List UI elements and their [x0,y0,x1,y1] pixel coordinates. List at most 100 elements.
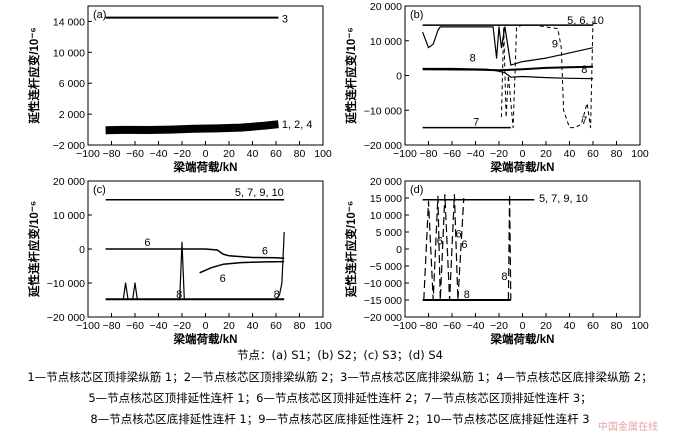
panel-2-xtick-label: −60 [443,148,461,160]
panel-4-ytick-label: 20 000 [370,176,402,188]
panel-3-annotation: 5, 7, 9, 10 [235,187,284,199]
panel-1-ylabel: 延性连杆应变/10⁻⁶ [27,27,41,124]
panel-2-ytick-label: 10 000 [370,36,402,48]
legend-line-2: 5—节点核芯区顶排延性连杆 1；6—节点核芯区顶排延性连杆 2；7—节点核芯区顶… [88,391,592,405]
legend-line-3: 8—节点核芯区底排延性连杆 1；9—节点核芯区底排延性连杆 2；10—节点核芯区… [90,412,590,426]
panel-3-xtick-label: 20 [223,320,235,332]
panel-4-xtick-label: −20 [490,320,508,332]
panel-4-xtick-label: 40 [564,320,576,332]
panel-1-annotation: 3 [282,13,288,25]
panel-1-label: (a) [93,9,106,21]
panel-2-xtick-label: 80 [611,148,623,160]
panel-3-xtick-label: 40 [247,320,259,332]
panel-2-ytick-label: −20 000 [364,140,402,152]
panel-1-xlabel: 梁端荷载/kN [173,160,238,174]
panel-2-annotation: 7 [581,115,587,127]
panel-2-series-7-dashed [500,19,594,129]
panel-1-xtick-label: 60 [270,148,282,160]
panel-3-ytick-label: 20 000 [53,176,85,188]
panel-1-ytick-label: 10 000 [53,47,85,59]
panel-4-ylabel: 延性连杆应变/10⁻⁶ [344,201,358,298]
legend-line-1: 1—节点核芯区顶排梁纵筋 1；2—节点核芯区顶排梁纵筋 2；3—节点核芯区底排梁… [27,370,653,384]
panel-2-ytick-label: −10 000 [364,105,402,117]
panel-4-ytick-label: 10 000 [370,210,402,222]
panel-4-xtick-label: 60 [587,320,599,332]
panel-2-xtick-label: 40 [564,148,576,160]
panel-3-series-8-spikes [105,231,285,300]
panel-4-ytick-label: −20 000 [364,312,402,324]
panel-3-xtick-label: 100 [314,320,332,332]
panel-4-xtick-label: −80 [420,320,438,332]
nodes-caption: 节点：(a) S1；(b) S2；(c) S3；(d) S4 [237,348,443,362]
panel-3-annotation: 6 [144,237,150,249]
panel-3-xtick-label: 60 [270,320,282,332]
panel-1-series-1-2-4 [105,120,279,135]
panel-2-annotation: 5, 6, 10 [567,15,604,27]
panel-2-xtick-label: 20 [540,148,552,160]
panel-1-ytick-label: 14 000 [53,16,85,28]
panel-3-ytick-label: −20 000 [47,312,85,324]
panel-1-xtick-label: −20 [173,148,191,160]
panel-4-xtick-label: −60 [443,320,461,332]
panel-3-ytick-label: −10 000 [47,278,85,290]
panel-3-series-6-lower [199,260,285,274]
panel-2-xtick-label: 60 [587,148,599,160]
panel-4-label: (d) [410,184,423,196]
panel-2-xtick-label: 0 [520,148,526,160]
panel-4-xtick-label: −100 [393,320,417,332]
panel-1-xtick-label: 20 [223,148,235,160]
panel-2-xtick-label: −100 [393,148,417,160]
panel-3-xtick-label: −20 [173,320,191,332]
panel-3-xtick-label: −80 [103,320,121,332]
panel-3-ytick-label: 0 [79,244,85,256]
panel-4-xtick-label: 20 [540,320,552,332]
panel-3-xtick-label: −40 [150,320,168,332]
panel-1-xtick-label: −80 [103,148,121,160]
watermark: 中国金属在线 [598,422,658,433]
panel-4-annotation: 8 [464,289,470,301]
panel-1-xtick-label: −60 [126,148,144,160]
panel-1-ytick-label: 6 000 [59,78,85,90]
panel-4-annotation: 6 [461,239,467,251]
panel-2-series-9 [422,26,594,66]
panel-4-series-8-dashed [507,194,512,301]
panel-2-ylabel: 延性连杆应变/10⁻⁶ [344,27,358,124]
panel-3-xtick-label: 80 [294,320,306,332]
panel-3-ylabel: 延性连杆应变/10⁻⁶ [27,201,41,298]
panel-1-ytick-label: −2 000 [53,140,86,152]
panel-4-ytick-label: 15 000 [370,193,402,205]
panel-1-ytick-label: 2 000 [59,109,85,121]
panel-1-xtick-label: 40 [247,148,259,160]
panel-3-xlabel: 梁端荷载/kN [173,332,238,345]
panel-4-ytick-label: −5 000 [370,261,403,273]
panel-2-xlabel: 梁端荷载/kN [490,160,555,174]
panel-3-ytick-label: 10 000 [53,210,85,222]
panel-1-annotation: 1, 2, 4 [282,119,313,131]
panel-4-series-6-dashed [423,194,465,301]
panel-4-ytick-label: −15 000 [364,295,402,307]
panel-3-label: (c) [93,184,106,196]
panel-2-annotation: 8 [581,64,587,76]
panel-4-annotation: 5, 7, 9, 10 [539,193,588,205]
panel-2-xtick-label: −40 [467,148,485,160]
panel-2-ytick-label: 0 [396,71,402,83]
panel-3-annotation: 8 [176,289,182,301]
panel-4-xtick-label: 100 [631,320,649,332]
panel-4-ytick-label: 5 000 [376,227,402,239]
panel-4-annotation: 6 [456,229,462,241]
panel-3-xtick-label: −60 [126,320,144,332]
panel-3-annotation: 8 [274,289,280,301]
panel-4-ytick-label: −10 000 [364,278,402,290]
panel-3-annotation: 6 [262,246,268,258]
panel-4-xlabel: 梁端荷载/kN [490,332,555,345]
panel-2-xtick-label: 100 [631,148,649,160]
panel-3-annotation: 6 [220,273,226,285]
panel-3-xtick-label: −100 [76,320,100,332]
panel-2-annotation: 9 [552,39,558,51]
panel-2-ytick-label: 20 000 [370,1,402,13]
panel-2-xtick-label: −80 [420,148,438,160]
panel-4-xtick-label: 0 [520,320,526,332]
panel-4-ytick-label: 0 [396,244,402,256]
panel-1-xtick-label: −100 [76,148,100,160]
